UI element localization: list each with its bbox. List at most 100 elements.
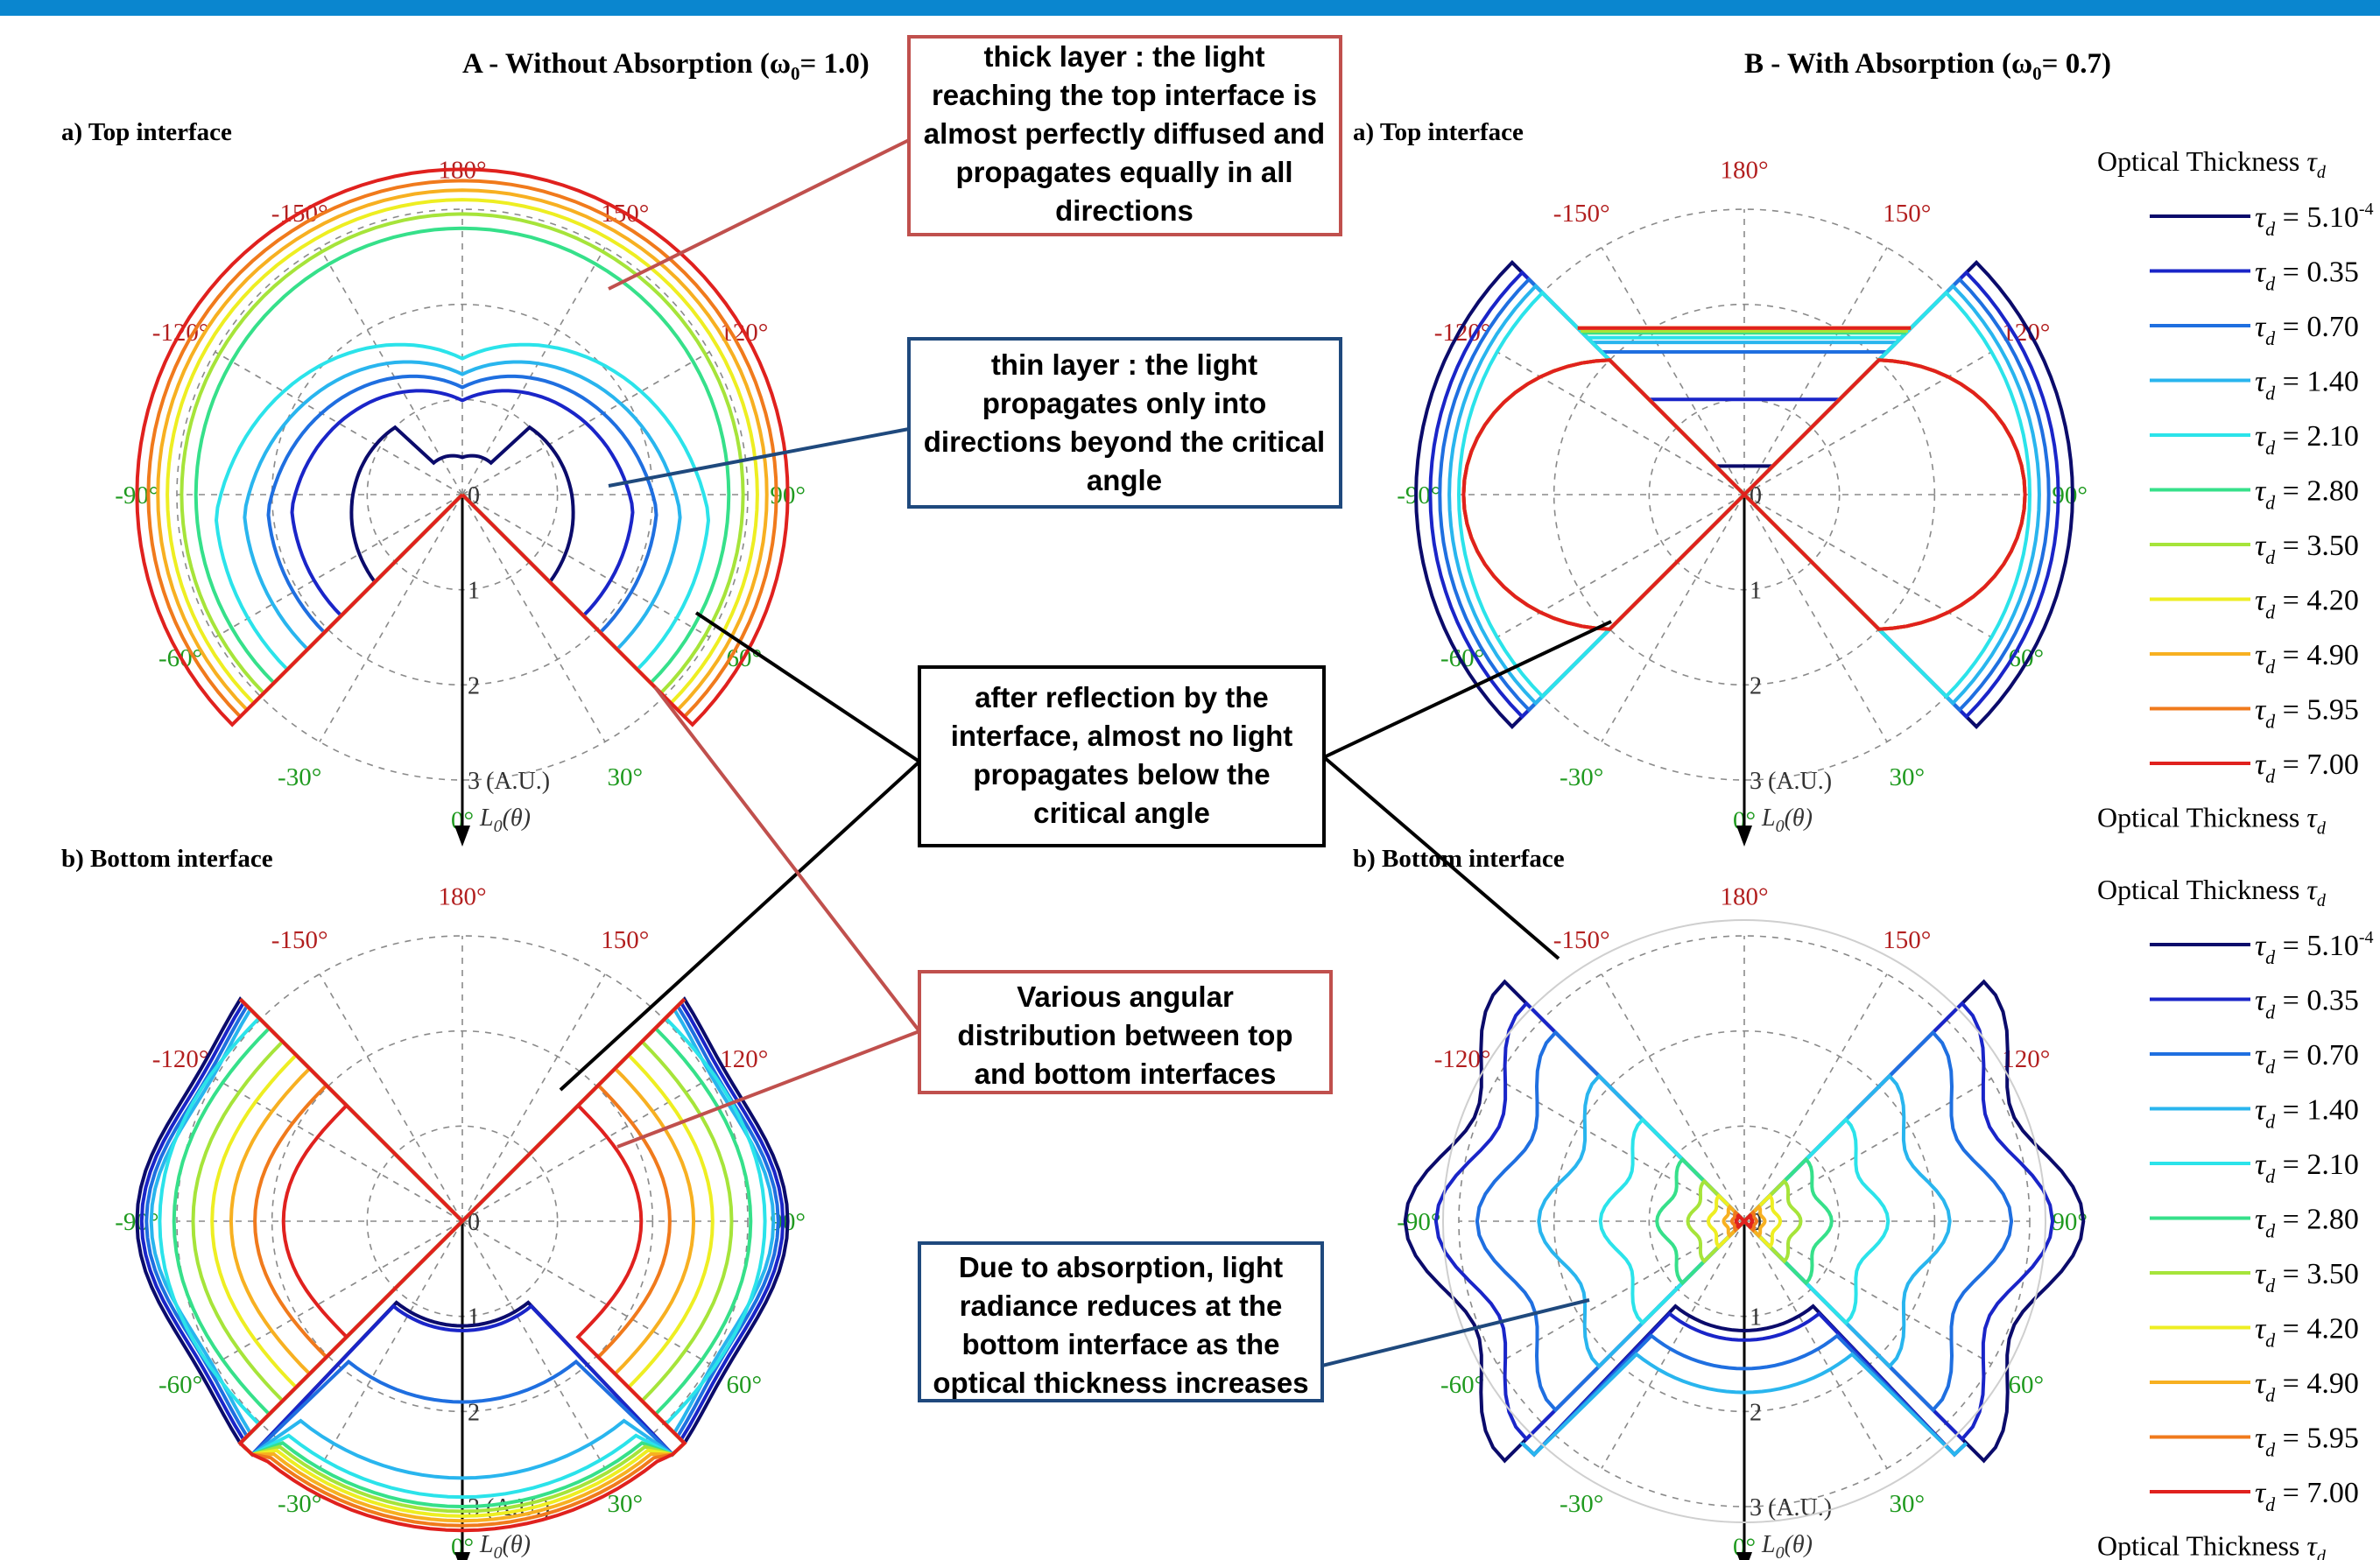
callout-reflection-line-2: interface, almost no light (951, 720, 1293, 752)
angle-label: 120° (720, 1045, 768, 1073)
angle-label: -60° (158, 1371, 202, 1399)
series-line (243, 360, 682, 652)
connector-reflection-a-bottom (559, 760, 921, 1092)
series-line (214, 342, 711, 672)
legend-entry: τd = 4.20 (2255, 585, 2359, 623)
subplot-a-bottom-title: b) Bottom interface (61, 845, 273, 873)
angle-label: -90° (1397, 481, 1440, 509)
connector-reflection-b-top (1323, 620, 1612, 759)
polar-plot-b-top: 180°-150° 150°-120° 120°-90° 90°-60° 60°-30°… (1397, 156, 2088, 847)
radial-label: 2 (1750, 1399, 1762, 1426)
angle-label: 30° (608, 763, 644, 791)
subplot-b-bottom-title: b) Bottom interface (1353, 845, 1565, 873)
callout-absorption-line-3: bottom interface as the (961, 1328, 1279, 1360)
callout-reflection: after reflection by the interface, almos… (918, 665, 1326, 847)
subplot-a-top-title: a) Top interface (61, 118, 232, 146)
series-line (180, 212, 745, 696)
series-line (266, 374, 658, 636)
legend-bottom: Optical Thickness τd τd = 5.10-4 τd = 0.35… (2097, 874, 2374, 1560)
connector-reflection-a-top (694, 611, 921, 763)
panel-a-title: A - Without Absorption (ω0= 1.0) (462, 48, 870, 84)
angle-label: 30° (608, 1490, 644, 1518)
legend-title-bottom: Optical Thickness τd (2097, 1530, 2327, 1560)
legend-entry: τd = 2.10 (2255, 1149, 2359, 1187)
series-line (1722, 1204, 1767, 1239)
series-line (135, 167, 790, 727)
legend-entry: τd = 1.40 (2255, 1094, 2359, 1133)
callout-thin-line-3: directions beyond the critical (924, 425, 1325, 458)
radial-label: 3 (A.U.) (1750, 1494, 1832, 1521)
series-line (1456, 290, 2032, 699)
polar-plot-a-bottom: 180°-150° 150°-120° 120°-90° 90°-60° 60°-30°… (115, 882, 806, 1560)
axis-arrowhead (454, 1552, 470, 1560)
angle-label: 150° (1883, 926, 1931, 954)
callout-reflection-line-1: after reflection by the (975, 681, 1269, 713)
legend-entry: τd = 0.70 (2255, 1039, 2359, 1078)
series-line (1706, 1193, 1783, 1249)
callout-thin-line-1: thin layer : the light (991, 348, 1257, 381)
series-line (237, 997, 687, 1533)
angle-label: 60° (727, 1371, 763, 1399)
angle-label: 150° (601, 926, 649, 954)
angle-label: -150° (1553, 200, 1610, 228)
series-line (1428, 270, 2060, 720)
connector-reflection-b-bottom (1322, 755, 1560, 960)
connector-various-b (653, 685, 921, 1033)
legend-entry: τd = 4.90 (2255, 1367, 2359, 1406)
callout-various-line-1: Various angular (1017, 980, 1234, 1013)
axis-arrowhead (454, 826, 470, 847)
callout-absorption-line-1: Due to absorption, light (959, 1251, 1283, 1283)
radial-label: 1 (468, 578, 480, 605)
radial-axis-label: L0(θ) (1761, 805, 1813, 836)
angle-label: 180° (1720, 156, 1768, 184)
radial-label: 3 (A.U.) (1750, 768, 1832, 795)
callout-absorption-line-4: optical thickness increases (933, 1367, 1308, 1399)
outer-ring (1442, 919, 2046, 1523)
angle-label: 30° (1890, 763, 1926, 791)
axis-arrowhead (1736, 826, 1752, 847)
radial-axis-label: L0(θ) (479, 805, 531, 836)
angle-label: 180° (1720, 882, 1768, 910)
angle-label: 60° (2009, 1371, 2045, 1399)
callout-various-line-3: and bottom interfaces (975, 1058, 1277, 1090)
callout-reflection-line-4: critical angle (1033, 797, 1210, 829)
angle-label: 30° (1890, 1490, 1926, 1518)
angle-label: 120° (2002, 1045, 2050, 1073)
series-line (1519, 1073, 1968, 1458)
angle-label: 180° (438, 882, 486, 910)
series-line (1433, 1001, 2055, 1458)
series-line (1729, 1209, 1759, 1233)
angle-label: -60° (1440, 1371, 1484, 1399)
series-line (1447, 283, 2041, 706)
radial-label: 2 (468, 672, 480, 699)
angle-label: 60° (2009, 644, 2045, 672)
legend-title: Optical Thickness τd (2097, 145, 2327, 182)
callout-absorption-line-2: radiance reduces at the (960, 1289, 1283, 1322)
series-line (146, 179, 778, 720)
series-line (1461, 326, 2027, 631)
legend-title: Optical Thickness τd (2097, 874, 2327, 910)
polar-plot-b-bottom: 180°-150° 150°-120° 120°-90° 90°-60° 60°-30°… (1397, 882, 2088, 1560)
legend-entry: τd = 7.00 (2255, 748, 2359, 787)
series-line (194, 226, 731, 685)
angle-label: -150° (271, 926, 328, 954)
series-line (1686, 1178, 1803, 1264)
series-line (165, 198, 759, 706)
callout-thin-layer: thin layer : the light propagates only i… (907, 337, 1342, 509)
legend-entry: τd = 2.80 (2255, 475, 2359, 514)
radial-label: 3 (A.U.) (468, 768, 550, 795)
callout-various-line-2: distribution between top (957, 1019, 1292, 1051)
legend-entry: τd = 3.50 (2255, 530, 2359, 568)
connector-thick (608, 138, 910, 291)
callout-thick-line-4: propagates equally in all (955, 156, 1292, 188)
legend-top: Optical Thickness τd τd = 5.10-4 τd = 0.35… (2097, 145, 2374, 839)
legend-entry: τd = 2.10 (2255, 420, 2359, 459)
radial-label: 1 (1750, 578, 1762, 605)
legend-entry: τd = 5.10-4 (2255, 200, 2374, 240)
callout-thin-line-4: angle (1087, 464, 1162, 496)
legend-entry: τd = 5.10-4 (2255, 928, 2374, 968)
radial-label: 1 (1750, 1304, 1762, 1332)
angle-label: -30° (1560, 1490, 1603, 1518)
radial-label: 2 (1750, 672, 1762, 699)
legend-entry: τd = 4.90 (2255, 639, 2359, 678)
